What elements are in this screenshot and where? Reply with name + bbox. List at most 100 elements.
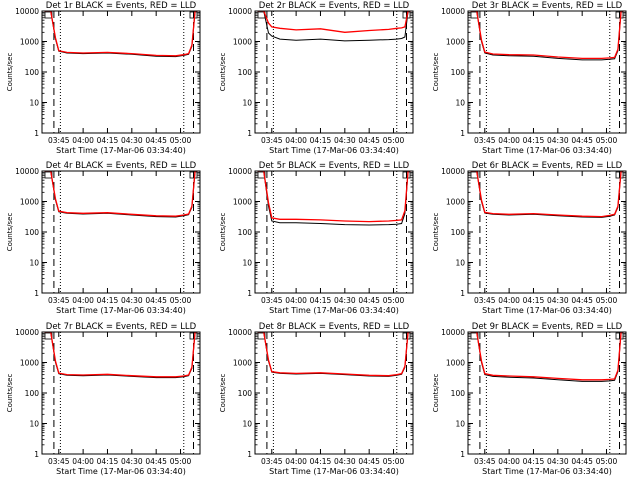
series-lld-line (257, 332, 412, 377)
x-tick-label: 03:45 (474, 457, 496, 466)
y-tick-label: 10 (29, 259, 39, 268)
plot-frame (41, 10, 201, 134)
marker-box (615, 171, 624, 179)
x-tick-label: 03:45 (48, 457, 70, 466)
y-tick-label: 10000 (441, 328, 465, 337)
x-tick-label: 03:45 (474, 296, 496, 305)
y-tick-label: 10000 (15, 167, 39, 176)
y-tick-label: 1000 (20, 38, 39, 47)
y-tick-label: 100 (25, 389, 40, 398)
y-tick-label: 1 (460, 129, 465, 138)
y-tick-label: 1 (34, 289, 39, 298)
series-events-line (44, 11, 199, 58)
marker-box (402, 332, 411, 340)
y-tick-label: 1000 (446, 38, 465, 47)
x-axis-label: Start Time (17-Mar-06 03:34:40) (56, 467, 186, 476)
x-axis-label: Start Time (17-Mar-06 03:34:40) (269, 306, 399, 315)
y-axis-label: Counts/sec (432, 213, 440, 252)
x-axis-label: Start Time (17-Mar-06 03:34:40) (269, 146, 399, 155)
x-axis-label: Start Time (17-Mar-06 03:34:40) (56, 306, 186, 315)
series-events-line (44, 332, 199, 379)
y-tick-label: 1000 (233, 38, 252, 47)
plot-frame (254, 170, 414, 294)
y-tick-label: 1 (34, 129, 39, 138)
plot-frame (41, 170, 201, 294)
x-tick-label: 03:45 (261, 457, 283, 466)
x-axis-label: Start Time (17-Mar-06 03:34:40) (482, 306, 612, 315)
x-tick-label: 05:00 (383, 457, 405, 466)
series-events-line (44, 171, 199, 218)
series-lld-line (257, 11, 412, 33)
x-tick-label: 05:00 (596, 296, 618, 305)
y-tick-label: 10000 (228, 167, 252, 176)
plot-frame (467, 10, 627, 134)
x-tick-label: 04:30 (121, 296, 143, 305)
marker-box (402, 171, 411, 179)
series-lld-line (257, 171, 412, 223)
x-tick-label: 03:45 (48, 296, 70, 305)
y-tick-label: 100 (451, 228, 466, 237)
panel-title: Det 6r BLACK = Events, RED = LLD (472, 161, 623, 171)
y-tick-label: 1000 (20, 198, 39, 207)
y-tick-label: 1 (460, 450, 465, 459)
x-tick-label: 04:30 (547, 136, 569, 145)
plot-frame (254, 331, 414, 455)
x-tick-label: 04:00 (72, 296, 94, 305)
y-axis-label: Counts/sec (6, 53, 14, 92)
x-tick-label: 04:45 (571, 136, 593, 145)
y-tick-label: 10 (455, 99, 465, 108)
panel-det-8r: Det 8r BLACK = Events, RED = LLD Counts/s… (219, 322, 414, 476)
marker-box (189, 332, 198, 340)
y-axis-label: Counts/sec (432, 53, 440, 92)
panel-det-9r: Det 9r BLACK = Events, RED = LLD Counts/s… (432, 322, 627, 476)
y-tick-label: 1000 (446, 359, 465, 368)
x-tick-label: 04:45 (145, 296, 167, 305)
y-axis-label: Counts/sec (6, 213, 14, 252)
x-tick-label: 05:00 (170, 296, 192, 305)
x-tick-label: 05:00 (596, 457, 618, 466)
x-tick-label: 04:00 (72, 457, 94, 466)
series-events-line (257, 171, 412, 226)
x-tick-label: 04:45 (571, 296, 593, 305)
plot-frame (254, 10, 414, 134)
y-tick-label: 1000 (446, 198, 465, 207)
panel-title: Det 5r BLACK = Events, RED = LLD (259, 161, 410, 171)
y-axis-label: Counts/sec (219, 213, 227, 252)
x-tick-label: 05:00 (383, 296, 405, 305)
panel-title: Det 8r BLACK = Events, RED = LLD (259, 322, 410, 332)
series-lld-line (44, 332, 199, 378)
y-tick-label: 1000 (233, 359, 252, 368)
y-tick-label: 1000 (20, 359, 39, 368)
series-lld-line (44, 11, 199, 57)
x-tick-label: 04:00 (285, 136, 307, 145)
x-tick-label: 05:00 (596, 136, 618, 145)
x-tick-label: 04:30 (334, 457, 356, 466)
y-tick-label: 10000 (441, 7, 465, 16)
x-tick-label: 04:45 (358, 136, 380, 145)
x-tick-label: 04:00 (498, 457, 520, 466)
marker-box (615, 332, 624, 340)
y-tick-label: 10000 (441, 167, 465, 176)
y-tick-label: 1 (34, 450, 39, 459)
y-tick-label: 100 (238, 389, 253, 398)
panel-det-6r: Det 6r BLACK = Events, RED = LLD Counts/s… (432, 161, 627, 315)
x-tick-label: 03:45 (48, 136, 70, 145)
series-lld-line (470, 171, 625, 218)
y-tick-label: 1 (460, 289, 465, 298)
x-tick-label: 04:45 (145, 457, 167, 466)
y-axis-label: Counts/sec (6, 374, 14, 413)
x-tick-label: 04:15 (310, 136, 332, 145)
plot-frame (467, 331, 627, 455)
panel-title: Det 9r BLACK = Events, RED = LLD (472, 322, 623, 332)
panel-det-5r: Det 5r BLACK = Events, RED = LLD Counts/s… (219, 161, 414, 315)
x-tick-label: 04:30 (121, 136, 143, 145)
y-tick-label: 10000 (228, 328, 252, 337)
x-tick-label: 04:30 (121, 457, 143, 466)
plot-frame (41, 331, 201, 455)
y-tick-label: 100 (238, 228, 253, 237)
panel-det-7r: Det 7r BLACK = Events, RED = LLD Counts/s… (6, 322, 201, 476)
panel-title: Det 7r BLACK = Events, RED = LLD (46, 322, 197, 332)
panel-title: Det 3r BLACK = Events, RED = LLD (472, 1, 623, 11)
panel-det-4r: Det 4r BLACK = Events, RED = LLD Counts/s… (6, 161, 201, 315)
